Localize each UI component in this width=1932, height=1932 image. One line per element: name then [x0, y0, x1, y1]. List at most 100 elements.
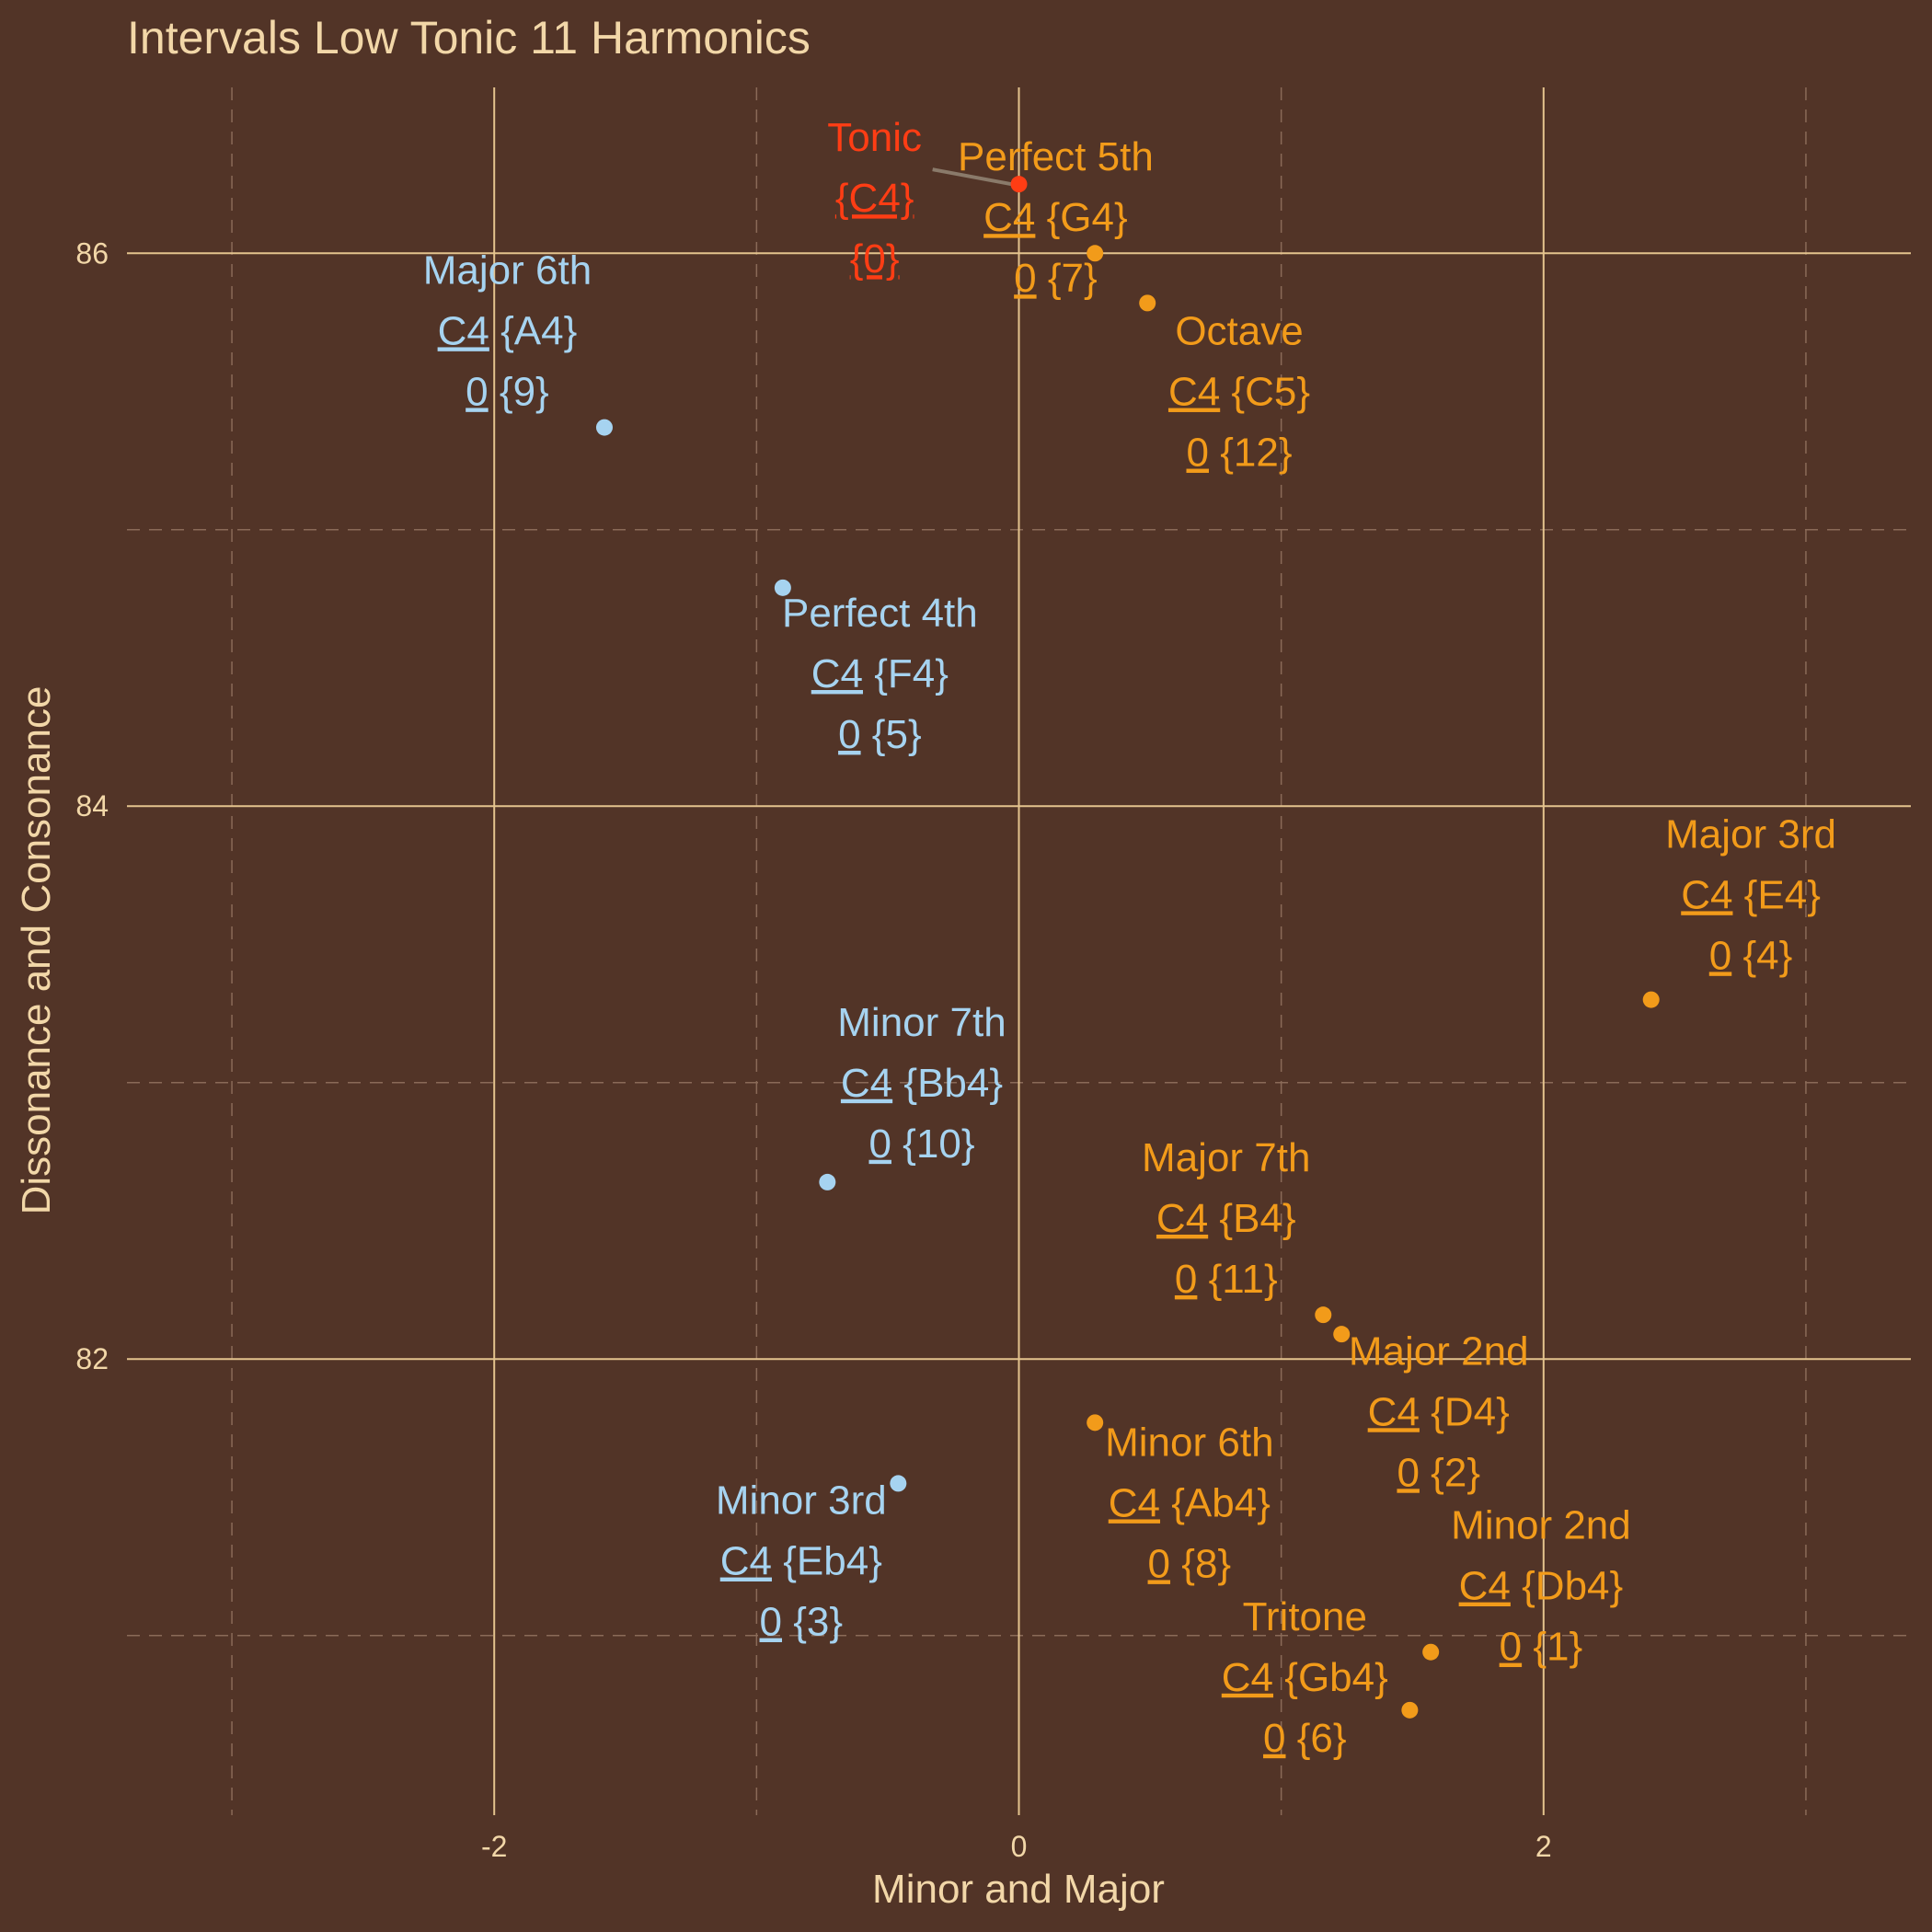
bracket-token: {9}: [489, 369, 549, 414]
bracket-token: {Bb4}: [892, 1061, 1003, 1106]
label-line-values: 0 {12}: [1187, 431, 1293, 476]
label-line-values: 0 {11}: [1175, 1257, 1278, 1302]
bracket-token: {1}: [1522, 1625, 1582, 1670]
x-tick-label: 2: [1535, 1830, 1552, 1863]
label-major-3rd: Major 3rd C4 {E4} 0 {4}: [1665, 811, 1836, 978]
underlined-token: 0: [1014, 256, 1036, 301]
label-line-values: {0}: [850, 236, 900, 282]
major-grid: [127, 87, 1911, 1815]
label-line-name: Minor 2nd: [1451, 1503, 1631, 1548]
label-line-notes: C4 {E4}: [1681, 872, 1821, 917]
underlined-token: C4: [1459, 1564, 1511, 1609]
bracket-token: {E4}: [1732, 872, 1820, 917]
bracket-token: {C5}: [1220, 370, 1310, 415]
label-line-values: 0 {3}: [760, 1600, 844, 1645]
y-tick-label: 86: [75, 236, 109, 270]
point-tonic: [1010, 176, 1028, 193]
bracket-token: {G4}: [1035, 195, 1127, 240]
bracket-token: {Gb4}: [1273, 1655, 1388, 1700]
underlined-token: 0: [1709, 933, 1731, 978]
label-minor-7th: Minor 7th C4 {Bb4} 0 {10}: [837, 1000, 1006, 1167]
underlined-token: C4: [841, 1061, 892, 1106]
bracket-token: {3}: [782, 1600, 843, 1645]
bracket-token: {Ab4}: [1160, 1480, 1271, 1525]
label-line-name: Major 7th: [1142, 1135, 1310, 1180]
x-axis-label: Minor and Major: [872, 1867, 1165, 1912]
point-perfect-5th: [1087, 245, 1104, 262]
label-line-values: 0 {9}: [466, 369, 549, 414]
label-line-notes: C4 {B4}: [1156, 1196, 1296, 1241]
label-line-notes: {C4}: [835, 176, 914, 221]
label-line-name: Major 3rd: [1665, 811, 1836, 857]
label-line-notes: C4 {Ab4}: [1109, 1480, 1271, 1525]
label-line-name: Tonic: [827, 115, 922, 160]
bracket-token: {12}: [1209, 431, 1293, 476]
label-line-name: Perfect 4th: [782, 591, 978, 636]
label-minor-2nd: Minor 2nd C4 {Db4} 0 {1}: [1451, 1503, 1631, 1670]
label-line-name: Minor 7th: [837, 1000, 1006, 1045]
point-minor-6th: [1087, 1414, 1104, 1432]
label-line-name: Octave: [1175, 309, 1303, 354]
label-minor-6th: Minor 6th C4 {Ab4} 0 {8}: [1105, 1420, 1273, 1586]
label-line-notes: C4 {A4}: [438, 308, 578, 353]
underlined-token: 0: [868, 1121, 891, 1167]
label-perfect-4th: Perfect 4th C4 {F4} 0 {5}: [782, 591, 978, 757]
bracket-token: {2}: [1420, 1450, 1480, 1495]
label-line-values: 0 {1}: [1500, 1625, 1583, 1670]
chart-title: Intervals Low Tonic 11 Harmonics: [127, 12, 811, 63]
point-tritone: [1401, 1701, 1419, 1719]
underlined-token: C4: [983, 195, 1035, 240]
label-line-name: Minor 3rd: [716, 1478, 887, 1524]
label-line-notes: C4 {C5}: [1168, 370, 1310, 415]
point-major-2nd: [1333, 1326, 1351, 1343]
label-line-notes: C4 {Gb4}: [1222, 1655, 1388, 1700]
y-tick-label: 82: [75, 1342, 109, 1375]
label-tonic: Tonic {C4} {0}: [827, 115, 922, 282]
label-major-6th: Major 6th C4 {A4} 0 {9}: [423, 247, 592, 414]
label-line-values: 0 {5}: [838, 712, 922, 757]
label-line-name: Major 2nd: [1349, 1328, 1529, 1374]
tick-labels: -2 0 2 82 84 86: [75, 236, 1551, 1863]
bracket-token: {F4}: [863, 651, 949, 696]
point-perfect-4th: [774, 579, 791, 596]
bracket-token: {11}: [1197, 1257, 1277, 1302]
label-line-values: 0 {7}: [1014, 256, 1098, 301]
bracket-token: {6}: [1286, 1716, 1347, 1761]
point-major-3rd: [1642, 991, 1660, 1008]
bracket-token: {7}: [1037, 256, 1098, 301]
label-minor-3rd: Minor 3rd C4 {Eb4} 0 {3}: [716, 1478, 887, 1645]
leader-lines: [932, 167, 1012, 187]
underlined-token: 0: [466, 369, 488, 414]
x-tick-label: 0: [1011, 1830, 1028, 1863]
underlined-token: C4: [1222, 1655, 1273, 1700]
bracket-token: {B4}: [1208, 1196, 1295, 1241]
bracket-token: {Db4}: [1511, 1564, 1623, 1609]
underlined-token: {0}: [850, 236, 900, 282]
underlined-token: {C4}: [835, 176, 914, 221]
data-points: [595, 176, 1660, 1719]
bracket-token: {5}: [861, 712, 922, 757]
label-line-values: 0 {8}: [1148, 1541, 1232, 1586]
point-minor-3rd: [890, 1475, 907, 1492]
label-line-notes: C4 {F4}: [811, 651, 949, 696]
underlined-token: C4: [1168, 370, 1220, 415]
label-line-notes: C4 {Eb4}: [720, 1539, 882, 1584]
underlined-token: 0: [838, 712, 860, 757]
bracket-token: {4}: [1731, 933, 1792, 978]
point-minor-7th: [819, 1173, 836, 1190]
label-line-values: 0 {4}: [1709, 933, 1793, 978]
underlined-token: 0: [760, 1600, 782, 1645]
underlined-token: 0: [1397, 1450, 1419, 1495]
label-perfect-5th: Perfect 5th C4 {G4} 0 {7}: [958, 134, 1154, 301]
underlined-token: 0: [1175, 1257, 1197, 1302]
point-minor-2nd: [1422, 1643, 1440, 1661]
y-tick-label: 84: [75, 789, 109, 822]
bracket-token: {Eb4}: [772, 1539, 882, 1584]
y-axis-label: Dissonance and Consonance: [14, 686, 59, 1215]
label-tritone: Tritone C4 {Gb4} 0 {6}: [1222, 1594, 1388, 1761]
label-line-name: Tritone: [1243, 1594, 1367, 1639]
point-major-7th: [1315, 1306, 1332, 1324]
underlined-token: 0: [1148, 1541, 1170, 1586]
